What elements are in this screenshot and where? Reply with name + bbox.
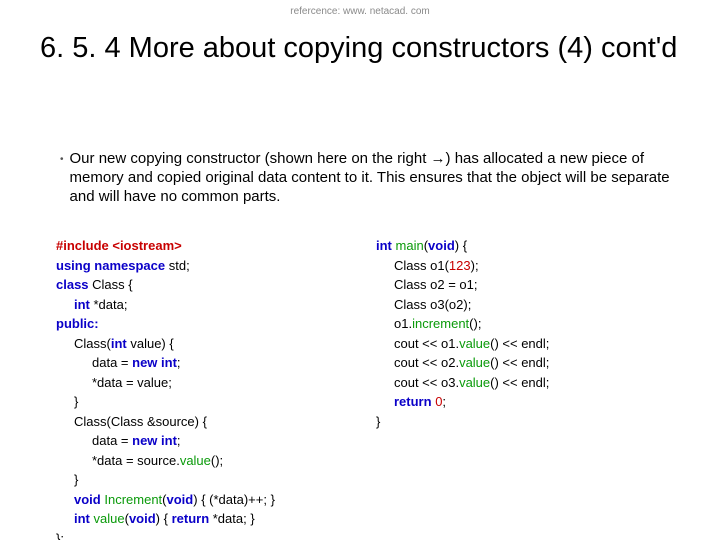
code-right-column: int main(void) {Class o1(123);Class o2 =… [376, 236, 549, 540]
code-token: new int [132, 355, 177, 370]
slide: refercence: www. netacad. com 6. 5. 4 Mo… [0, 0, 720, 540]
code-token: void [74, 492, 101, 507]
code-token: } [74, 472, 78, 487]
code-token: value [94, 511, 125, 526]
code-area: #include <iostream>using namespace std;c… [56, 236, 700, 530]
code-line: cout << o1.value() << endl; [376, 334, 549, 354]
code-token: class [56, 277, 89, 292]
code-line: }; [56, 529, 336, 540]
code-token: value [459, 336, 490, 351]
code-line: #include <iostream> [56, 236, 336, 256]
bullet-text: Our new copying constructor (shown here … [70, 150, 680, 206]
code-token: *data = source. [92, 453, 180, 468]
code-token: }; [56, 531, 64, 540]
code-line: using namespace std; [56, 256, 336, 276]
code-token: std; [165, 258, 190, 273]
code-line: cout << o2.value() << endl; [376, 353, 549, 373]
code-token: () << endl; [490, 336, 549, 351]
code-token: } [376, 414, 380, 429]
code-line: int main(void) { [376, 236, 549, 256]
code-line: *data = source.value(); [56, 451, 336, 471]
code-token: ; [177, 355, 181, 370]
code-token: Class o3(o2); [394, 297, 471, 312]
code-line: Class(Class &source) { [56, 412, 336, 432]
code-token: data = [92, 433, 132, 448]
code-token: value) { [127, 336, 174, 351]
code-token: ) { (*data)++; } [193, 492, 275, 507]
code-token: Class( [74, 336, 111, 351]
code-token: (); [469, 316, 481, 331]
code-line: data = new int; [56, 353, 336, 373]
code-token: public: [56, 316, 99, 331]
code-token: ) { [455, 238, 467, 253]
code-token: using namespace [56, 258, 165, 273]
code-line: Class(int value) { [56, 334, 336, 354]
code-token: int [74, 511, 90, 526]
code-token: Class o1( [394, 258, 449, 273]
code-token: cout << o2. [394, 355, 459, 370]
bullet-dot-icon: • [60, 154, 64, 165]
code-line: class Class { [56, 275, 336, 295]
code-line: data = new int; [56, 431, 336, 451]
code-token: () << endl; [490, 355, 549, 370]
code-line: Class o3(o2); [376, 295, 549, 315]
code-token: int [111, 336, 127, 351]
code-token: o1. [394, 316, 412, 331]
code-token: *data; [90, 297, 128, 312]
code-line: void Increment(void) { (*data)++; } [56, 490, 336, 510]
code-token: increment [412, 316, 469, 331]
code-token: (); [211, 453, 223, 468]
code-token: Class o2 = o1; [394, 277, 477, 292]
code-token: int [376, 238, 392, 253]
code-line: Class o2 = o1; [376, 275, 549, 295]
code-token: ; [442, 394, 446, 409]
code-token: Class { [89, 277, 133, 292]
code-token: void [129, 511, 156, 526]
code-line: o1.increment(); [376, 314, 549, 334]
code-line: int value(void) { return *data; } [56, 509, 336, 529]
code-token: main [396, 238, 424, 253]
code-token: 123 [449, 258, 471, 273]
code-line: int *data; [56, 295, 336, 315]
code-line: cout << o3.value() << endl; [376, 373, 549, 393]
code-token: value [180, 453, 211, 468]
code-left-column: #include <iostream>using namespace std;c… [56, 236, 336, 540]
code-token: void [428, 238, 455, 253]
code-token: return [172, 511, 210, 526]
code-token: () << endl; [490, 375, 549, 390]
slide-title: 6. 5. 4 More about copying constructors … [40, 30, 680, 66]
code-token: ; [177, 433, 181, 448]
code-token: new int [132, 433, 177, 448]
code-token: cout << o1. [394, 336, 459, 351]
code-columns: #include <iostream>using namespace std;c… [56, 236, 700, 540]
code-line: } [56, 470, 336, 490]
code-token: void [167, 492, 194, 507]
code-token: data = [92, 355, 132, 370]
code-token: value [459, 355, 490, 370]
reference-text: refercence: www. netacad. com [0, 6, 720, 17]
code-line: } [56, 392, 336, 412]
code-token: } [74, 394, 78, 409]
code-token: cout << o3. [394, 375, 459, 390]
bullet-row: • Our new copying constructor (shown her… [60, 150, 680, 206]
code-line: *data = value; [56, 373, 336, 393]
code-token: Increment [104, 492, 162, 507]
code-token: ); [471, 258, 479, 273]
code-line: Class o1(123); [376, 256, 549, 276]
code-token: int [74, 297, 90, 312]
code-line: } [376, 412, 549, 432]
code-token: Class(Class &source) { [74, 414, 207, 429]
code-line: public: [56, 314, 336, 334]
code-token: return [394, 394, 432, 409]
code-token: *data = value; [92, 375, 172, 390]
code-token: value [459, 375, 490, 390]
code-line: return 0; [376, 392, 549, 412]
code-token: #include <iostream> [56, 238, 182, 253]
code-token: *data; } [209, 511, 255, 526]
code-token: ) { [156, 511, 172, 526]
